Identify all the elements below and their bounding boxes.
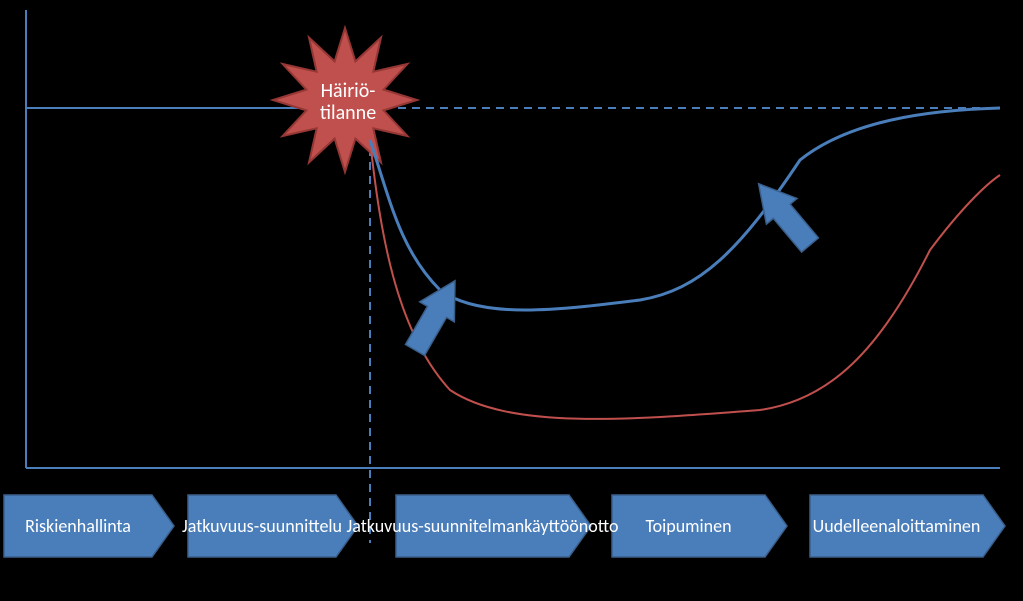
incident-label-line1: Häiriö- bbox=[321, 79, 376, 103]
phase-3-line0: Toipuminen bbox=[645, 516, 731, 537]
phase-1-line0: Jatkuvuus- bbox=[182, 516, 259, 537]
phase-2-line0: Jatkuvuus- bbox=[347, 516, 424, 537]
phase-4-line0: Uudelleen bbox=[813, 516, 888, 537]
phase-4-line1: aloittaminen bbox=[888, 516, 981, 537]
phase-label-1: Jatkuvuus-suunnittelu bbox=[188, 495, 336, 557]
phase-label-0: Riskienhallinta bbox=[4, 495, 152, 557]
phase-label-3: Toipuminen bbox=[612, 495, 765, 557]
phase-2-line1: suunnitelman bbox=[424, 516, 524, 537]
phase-0-line0: Riskienhallinta bbox=[25, 516, 131, 537]
phase-1-line1: suunnittelu bbox=[259, 516, 342, 537]
incident-label-line2: tilanne bbox=[320, 101, 376, 125]
phase-2-line2: käyttöönotto bbox=[524, 516, 618, 537]
diagram-root: { "canvas": { "width": 1023, "height": 6… bbox=[0, 0, 1023, 601]
phase-label-4: Uudelleenaloittaminen bbox=[810, 495, 983, 557]
incident-label: Häiriö- tilanne bbox=[313, 80, 383, 124]
phase-label-2: Jatkuvuus-suunnitelmankäyttöönotto bbox=[396, 495, 569, 557]
